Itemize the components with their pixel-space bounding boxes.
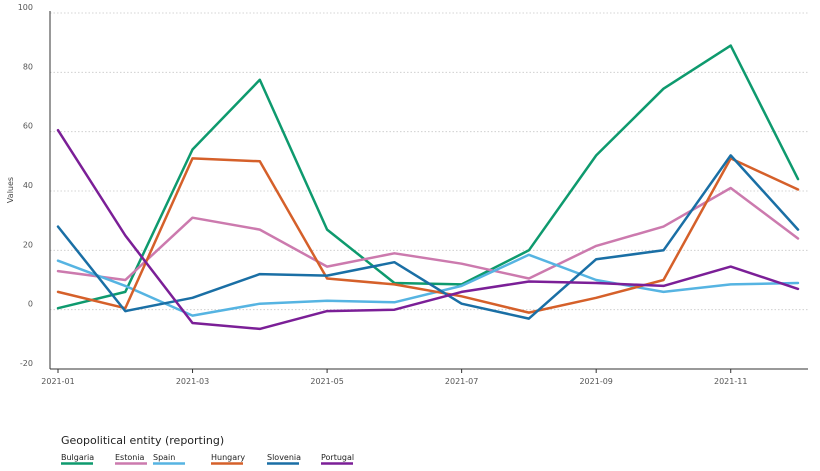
x-tick-label: 2021-03 xyxy=(176,377,209,386)
x-tick-label: 2021-11 xyxy=(714,377,747,386)
legend-label-spain: Spain xyxy=(153,453,175,462)
legend-label-slovenia: Slovenia xyxy=(267,453,301,462)
x-tick-label: 2021-01 xyxy=(41,377,74,386)
series-line-spain xyxy=(56,253,800,317)
x-tick-label: 2021-07 xyxy=(445,377,478,386)
series-line-bulgaria xyxy=(56,44,800,310)
x-tick-label: 2021-09 xyxy=(579,377,612,386)
legend: Bulgaria Estonia Spain Hungary Slovenia Portu… xyxy=(61,453,354,465)
y-tick-label: 20 xyxy=(23,240,33,249)
y-tick-label: 80 xyxy=(23,62,33,71)
y-tick-label: 40 xyxy=(23,181,33,190)
series-line-estonia xyxy=(56,186,800,282)
x-axis: 2021-01 2021-03 2021-05 2021-07 2021-09 2021-… xyxy=(41,11,808,386)
x-tick-label: 2021-05 xyxy=(310,377,343,386)
legend-label-estonia: Estonia xyxy=(115,453,145,462)
y-tick-label: 60 xyxy=(23,122,33,131)
y-axis-title: Values xyxy=(6,177,15,203)
series-lines xyxy=(56,44,800,331)
y-tick-label: 0 xyxy=(28,300,33,309)
legend-label-portugal: Portugal xyxy=(321,453,354,462)
gridlines xyxy=(50,12,808,311)
legend-label-bulgaria: Bulgaria xyxy=(61,453,94,462)
legend-label-hungary: Hungary xyxy=(211,453,245,462)
series-line-portugal xyxy=(56,128,800,331)
y-tick-label: 100 xyxy=(18,3,33,12)
y-tick-label: -20 xyxy=(20,359,33,368)
legend-title: Geopolitical entity (reporting) xyxy=(61,434,224,447)
series-line-slovenia xyxy=(56,154,800,320)
y-axis-ticks: -20 0 20 40 60 80 100 xyxy=(18,3,33,368)
series-line-hungary xyxy=(56,157,800,314)
